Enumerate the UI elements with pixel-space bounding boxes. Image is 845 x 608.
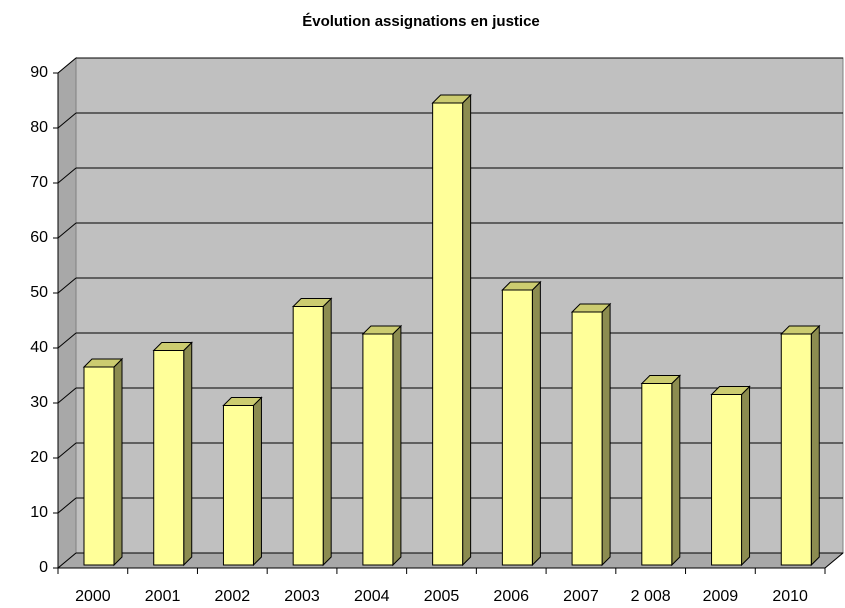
bar	[780, 333, 812, 566]
y-tick-label: 40	[30, 339, 48, 356]
grid-line	[57, 112, 77, 129]
y-tick-label: 80	[30, 119, 48, 136]
x-tick-label: 2 008	[631, 588, 671, 605]
bar-side	[183, 341, 193, 567]
x-axis-end	[824, 552, 844, 569]
bar-side	[392, 324, 402, 567]
x-tick-label: 2000	[75, 588, 111, 605]
bar-side	[252, 396, 262, 567]
grid-line	[57, 387, 77, 404]
grid-line	[57, 552, 77, 569]
chart-title: Évolution assignations en justice	[302, 13, 540, 30]
x-tick-label: 2005	[424, 588, 460, 605]
bar-side	[113, 357, 123, 567]
y-tick-label: 20	[30, 449, 48, 466]
bar	[153, 350, 185, 566]
bar	[292, 306, 324, 566]
bar-side	[322, 297, 332, 567]
x-tick-label: 2010	[772, 588, 808, 605]
bar	[501, 289, 533, 566]
bar-side	[741, 385, 751, 567]
x-tick-label: 2001	[145, 588, 181, 605]
bar-side	[671, 374, 681, 567]
bar	[432, 102, 464, 566]
bar-side	[531, 280, 541, 567]
bar	[571, 311, 603, 566]
y-tick-label: 70	[30, 174, 48, 191]
grid-line	[57, 277, 77, 294]
bar-side	[810, 324, 820, 567]
bar	[83, 366, 115, 566]
y-tick-label: 50	[30, 284, 48, 301]
bar	[711, 394, 743, 566]
y-tick-label: 60	[30, 229, 48, 246]
bar-side	[601, 302, 611, 567]
grid-line	[57, 497, 77, 514]
x-tick-label: 2007	[563, 588, 599, 605]
x-tick-label: 2002	[215, 588, 251, 605]
bar	[362, 333, 394, 566]
bar	[222, 405, 254, 566]
grid-line	[57, 442, 77, 459]
grid-line	[57, 57, 77, 74]
bar	[641, 383, 673, 566]
bar-side	[462, 93, 472, 567]
y-tick-label: 90	[30, 64, 48, 81]
y-tick-label: 30	[30, 394, 48, 411]
x-tick-label: 2003	[284, 588, 320, 605]
y-tick-label: 0	[39, 559, 48, 576]
grid-line	[57, 167, 77, 184]
y-tick-label: 10	[30, 504, 48, 521]
grid-line	[57, 222, 77, 239]
x-tick-label: 2004	[354, 588, 390, 605]
x-tick-label: 2009	[703, 588, 739, 605]
grid-line	[57, 332, 77, 349]
x-tick-label: 2006	[493, 588, 529, 605]
side-wall	[57, 56, 77, 570]
